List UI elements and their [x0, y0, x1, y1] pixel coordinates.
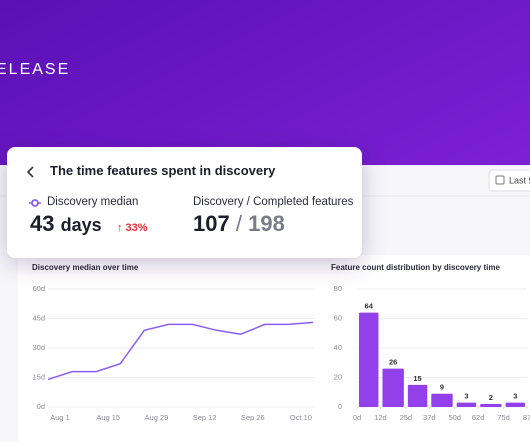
y-tick-label: 0 — [338, 402, 342, 411]
median-line — [47, 321, 314, 381]
x-tick-label: 75d — [497, 413, 510, 422]
bar-value-label: 9 — [440, 383, 444, 392]
bar — [382, 368, 404, 407]
date-button-label[interactable]: Last 9 — [509, 175, 530, 185]
bar-value-label: 26 — [389, 358, 397, 367]
chart-title: Feature count distribution by discovery … — [331, 263, 500, 272]
y-tick-label: 60 — [334, 313, 342, 322]
x-tick-label: 0d — [353, 413, 361, 422]
date-button[interactable] — [488, 169, 530, 192]
summary-card: The time features spent in discovery Dis… — [7, 147, 362, 258]
y-tick-label: 0d — [37, 402, 45, 411]
y-tick-label: 45d — [32, 313, 45, 322]
y-tick-label: 60d — [32, 284, 45, 293]
bar-value-label: 3 — [464, 392, 468, 401]
back-button[interactable] — [26, 166, 36, 178]
metric-number: 107 — [193, 211, 230, 236]
metric-value: 43 days — [30, 211, 102, 237]
metric-unit: days — [60, 215, 102, 235]
chart-title: Discovery median over time — [32, 263, 139, 272]
metric-label: Discovery / Completed features — [193, 196, 354, 208]
bar — [407, 384, 428, 407]
bar — [359, 312, 379, 407]
x-tick-label: 25d — [400, 413, 413, 422]
metric-label: Discovery median — [47, 196, 139, 208]
bar — [431, 393, 453, 407]
y-tick-label: 80 — [334, 284, 342, 293]
metric-number: 43 — [30, 211, 55, 236]
calendar-icon — [495, 175, 505, 185]
metric-total: 198 — [248, 211, 285, 236]
metric-separator: / — [235, 211, 242, 236]
metric-icon — [29, 199, 41, 207]
x-tick-label: Sep 26 — [241, 413, 265, 422]
metric-change: ↑ 33% — [117, 222, 148, 234]
x-tick-label: Aug 15 — [96, 413, 120, 422]
y-tick-label: 30d — [32, 343, 45, 352]
x-tick-label: 62d — [472, 413, 485, 422]
bar — [480, 404, 502, 407]
bar-value-label: 3 — [513, 392, 517, 401]
bar — [505, 402, 525, 407]
x-tick-label: Oct 10 — [290, 413, 312, 422]
bar — [456, 402, 477, 407]
bar-value-label: 15 — [413, 374, 421, 383]
y-tick-label: 15d — [32, 372, 45, 381]
banner-text: ELEASE — [0, 61, 70, 78]
x-tick-label: 12d — [374, 413, 387, 422]
metric-value: 107 / 198 — [193, 211, 285, 237]
bar-value-label: 2 — [489, 393, 493, 402]
x-tick-label: 87 — [523, 413, 530, 422]
y-tick-label: 20 — [334, 372, 342, 381]
x-tick-label: Sep 12 — [193, 413, 217, 422]
x-tick-label: 50d — [448, 413, 461, 422]
y-tick-label: 40 — [334, 343, 342, 352]
card-title: The time features spent in discovery — [50, 163, 276, 178]
x-tick-label: Aug 29 — [145, 413, 169, 422]
x-tick-label: 37d — [423, 413, 436, 422]
bar-value-label: 64 — [365, 302, 374, 311]
x-tick-label: Aug 1 — [50, 413, 70, 422]
